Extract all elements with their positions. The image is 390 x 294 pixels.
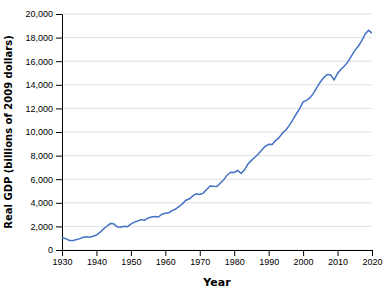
grid-line <box>62 61 372 62</box>
tick: 4,000 <box>30 198 62 208</box>
grid-line <box>62 179 372 180</box>
tick: 1950 <box>121 250 141 267</box>
grid-line <box>62 202 372 203</box>
tick: 1990 <box>259 250 279 267</box>
tick: 18,000 <box>25 33 62 43</box>
tick-label: 2010 <box>328 257 348 267</box>
tick-mark <box>56 61 62 62</box>
tick-label: 1970 <box>190 257 210 267</box>
tick: 2010 <box>328 250 348 267</box>
tick: 1970 <box>190 250 210 267</box>
chart: 1930 1940 1950 1960 1970 1980 1990 2000 2010 2020… <box>0 0 390 294</box>
tick-label: 16,000 <box>25 57 53 67</box>
tick: 1940 <box>87 250 107 267</box>
tick-mark <box>56 108 62 109</box>
tick: 2,000 <box>30 222 62 232</box>
tick: 2000 <box>294 250 314 267</box>
grid-line <box>62 108 372 109</box>
tick-mark <box>234 250 235 256</box>
tick-label: 10,000 <box>25 127 53 137</box>
plot: 1930 1940 1950 1960 1970 1980 1990 2000 2010 2020… <box>25 9 382 267</box>
tick-label: 1980 <box>225 257 245 267</box>
tick-mark <box>96 250 97 256</box>
tick-mark <box>56 226 62 227</box>
grid-line <box>62 37 372 38</box>
grid-line <box>62 155 372 156</box>
grid-line <box>62 14 372 15</box>
tick-mark <box>56 85 62 86</box>
tick-label: 12,000 <box>25 104 53 114</box>
tick: 14,000 <box>25 80 62 90</box>
x-axis-title: Year <box>202 276 231 289</box>
tick-mark <box>131 250 132 256</box>
tick-label: 18,000 <box>25 33 53 43</box>
tick-label: 0 <box>48 245 53 255</box>
tick: 2020 <box>362 250 382 267</box>
tick-mark <box>200 250 201 256</box>
tick-mark <box>269 250 270 256</box>
tick-mark <box>56 14 62 15</box>
marks <box>62 30 372 240</box>
tick-label: 1960 <box>156 257 176 267</box>
tick: 12,000 <box>25 104 62 114</box>
tick-mark <box>165 250 166 256</box>
tick: 1980 <box>225 250 245 267</box>
tick: 6,000 <box>30 175 62 185</box>
tick-mark <box>338 250 339 256</box>
grid-line <box>62 84 372 85</box>
axis-line <box>56 15 63 251</box>
tick-label: 2000 <box>294 257 314 267</box>
tick-mark <box>56 132 62 133</box>
tick-label: 4,000 <box>30 198 53 208</box>
tick: 8,000 <box>30 151 62 161</box>
tick-mark <box>56 38 62 39</box>
tick-mark <box>56 156 62 157</box>
tick-mark <box>303 250 304 256</box>
tick-mark <box>56 250 62 251</box>
tick-label: 1950 <box>121 257 141 267</box>
y-axis-title: Real GDP (billions of 2009 dollars) <box>3 35 14 228</box>
grid-line <box>62 132 372 133</box>
tick: 16,000 <box>25 57 62 67</box>
tick-label: 1990 <box>259 257 279 267</box>
tick-label: 8,000 <box>30 151 53 161</box>
tick-label: 1930 <box>52 257 72 267</box>
tick: 20,000 <box>25 9 62 19</box>
tick: 10,000 <box>25 127 62 137</box>
tick-mark <box>372 250 373 256</box>
tick-label: 2020 <box>362 257 382 267</box>
axis-line <box>63 251 373 257</box>
line <box>62 30 372 240</box>
y-axis: 0 2,000 4,000 6,000 8,000 10,000 12,000 14,000 1… <box>25 9 62 255</box>
tick-label: 20,000 <box>25 9 53 19</box>
tick-mark <box>56 179 62 180</box>
tick: 0 <box>48 245 62 255</box>
tick: 1960 <box>156 250 176 267</box>
tick: 1930 <box>52 250 72 267</box>
x-axis: 1930 1940 1950 1960 1970 1980 1990 2000 2010 2020 <box>52 250 382 267</box>
grid-line <box>62 226 372 227</box>
grid <box>62 14 372 250</box>
tick-label: 1940 <box>87 257 107 267</box>
tick-label: 6,000 <box>30 175 53 185</box>
tick-mark <box>56 203 62 204</box>
tick-label: 2,000 <box>30 222 53 232</box>
tick-label: 14,000 <box>25 80 53 90</box>
